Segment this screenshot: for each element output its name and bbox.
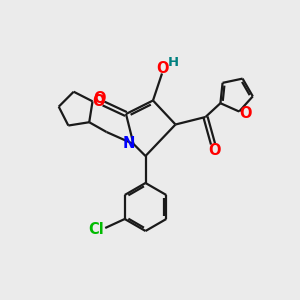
Text: H: H	[168, 56, 179, 69]
Text: O: O	[93, 91, 105, 106]
Text: O: O	[92, 94, 104, 109]
Text: O: O	[208, 143, 221, 158]
Text: O: O	[239, 106, 252, 121]
Text: O: O	[157, 61, 169, 76]
Text: N: N	[123, 136, 135, 151]
Text: Cl: Cl	[88, 222, 104, 237]
